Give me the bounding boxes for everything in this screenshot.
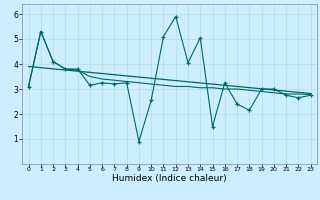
X-axis label: Humidex (Indice chaleur): Humidex (Indice chaleur)	[112, 174, 227, 183]
